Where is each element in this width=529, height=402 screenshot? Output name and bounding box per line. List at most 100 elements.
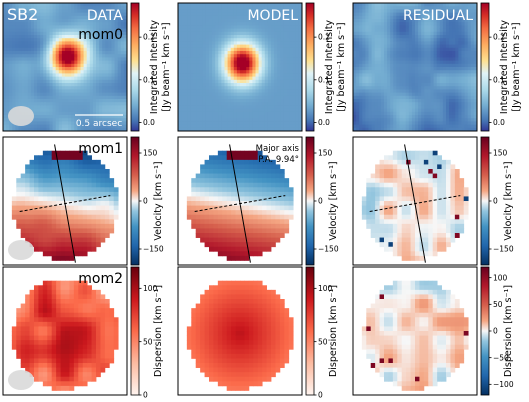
map-pixel [30,63,35,68]
map-pixel [193,54,197,58]
map-pixel [249,92,253,97]
map-pixel [187,22,191,26]
map-pixel [205,63,210,68]
map-pixel [384,89,388,93]
map-pixel [61,70,66,74]
map-pixel [271,63,275,68]
map-pixel [193,108,197,113]
map-pixel [108,3,112,7]
map-pixel [365,35,369,39]
map-pixel [187,41,191,45]
map-pixel [71,102,75,106]
map-pixel [37,54,41,58]
map-pixel [236,105,241,109]
map-pixel [77,44,81,49]
map-pixel [446,44,450,49]
map-pixel [227,86,232,90]
map-pixel [252,124,256,129]
map-pixel [390,47,394,52]
map-pixel [433,89,438,93]
map-pixel [449,38,453,42]
map-pixel [455,60,459,65]
map-pixel [427,22,431,26]
map-pixel [123,44,128,49]
colorbar-gradient [306,3,314,131]
map-pixel [236,102,241,106]
map-pixel [458,99,462,103]
map-pixel [221,86,225,90]
map-pixel [421,57,425,61]
map-pixel [258,19,263,23]
map-pixel [27,99,32,103]
map-pixel [40,41,44,45]
map-pixel [449,108,453,113]
map-pixel [49,118,53,122]
map-pixel [455,57,459,61]
map-pixel [77,38,81,42]
map-pixel [258,28,263,33]
map-pixel [292,57,297,61]
map-pixel [9,76,13,81]
map-pixel [402,31,407,36]
map-pixel [415,12,419,17]
map-pixel [218,25,222,29]
map-pixel [405,76,410,81]
map-pixel [196,99,201,103]
map-pixel [405,51,410,55]
map-pixel [96,6,100,10]
map-pixel [402,28,407,33]
map-pixel [15,124,19,129]
map-pixel [452,108,456,113]
map-pixel [230,70,235,74]
map-pixel [230,63,235,68]
map-pixel [71,22,75,26]
map-pixel [102,92,106,97]
map-pixel [295,51,300,55]
map-pixel [380,83,385,87]
map-pixel [283,12,287,17]
map-pixel [427,95,431,100]
map-pixel [442,9,447,13]
map-pixel [111,111,115,116]
map-pixel [240,102,244,106]
map-pixel [21,3,26,7]
map-pixel [289,15,294,20]
map-pixel [55,127,60,132]
map-pixel [374,108,379,113]
map-pixel [55,25,60,29]
map-pixel [274,25,278,29]
map-pixel [43,9,47,13]
map-pixel [212,99,216,103]
map-pixel [18,60,22,65]
map-pixel [362,54,366,58]
map-pixel [258,60,263,65]
map-pixel [61,51,66,55]
map-pixel [387,102,391,106]
map-pixel [102,102,106,106]
map-pixel [27,47,32,52]
map-pixel [184,83,188,87]
map-pixel [415,115,419,119]
map-pixel [74,41,78,45]
map-pixel [111,54,115,58]
map-pixel [353,19,357,23]
map-pixel [3,19,7,23]
map-pixel [455,19,459,23]
map-pixel [34,121,38,125]
map-pixel [46,73,50,77]
map-pixel [40,44,44,49]
map-pixel [452,79,456,84]
map-pixel [442,60,447,65]
map-pixel [42,187,48,193]
map-pixel [396,79,400,84]
map-pixel [196,22,201,26]
map-pixel [258,76,263,81]
map-pixel [362,3,366,7]
map-pixel [402,44,407,49]
map-pixel [442,35,447,39]
map-pixel [233,15,238,20]
map-pixel [446,35,450,39]
map-pixel [24,79,29,84]
map-pixel [47,191,53,197]
map-pixel [212,102,216,106]
